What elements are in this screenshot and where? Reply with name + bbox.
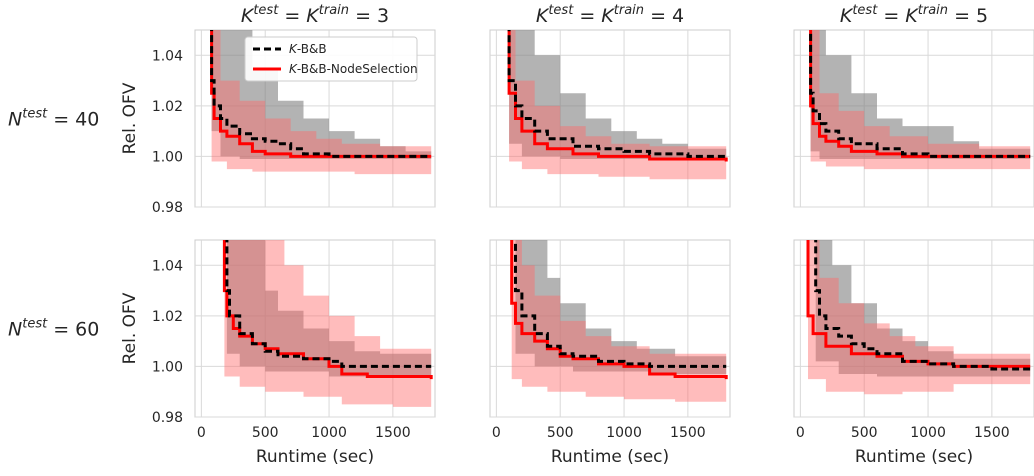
line-kbb [809, 30, 1031, 158]
row-label-part: = 60 [47, 319, 99, 341]
panel-r0-c2 [793, 29, 1034, 208]
column-titles: Ktest = Ktrain = 3 Ktest = Ktrain = 4 Ktes… [241, 3, 988, 27]
legend-label-part: -B&B [297, 42, 327, 56]
line-kbb-nodeselection [507, 30, 728, 162]
y-tick-label: 0.98 [152, 410, 183, 426]
title-part: K [840, 5, 854, 27]
x-tick-label: 1500 [375, 425, 411, 441]
legend-label-part: -B&B-NodeSelection [297, 62, 418, 76]
row-label-sup: test [22, 107, 48, 122]
y-tick-label: 1.00 [152, 359, 183, 375]
title-sup: test [548, 3, 574, 18]
line-kbb-nodeselection [222, 240, 433, 380]
band-kbb [506, 30, 727, 162]
y-tick-label: 1.02 [152, 309, 183, 325]
legend-label-part: K [289, 62, 298, 76]
x-tick-label: 500 [252, 425, 279, 441]
series-group [805, 240, 1031, 395]
series-group [509, 240, 728, 402]
band-kbb [814, 240, 1031, 377]
y-axis-label: Rel. OFV [120, 82, 140, 154]
title-part: = 4 [644, 5, 684, 27]
x-tick-label: 0 [492, 425, 501, 441]
title-part: = K [573, 5, 615, 27]
column-title-3: Ktest = Ktrain = 5 [840, 3, 988, 27]
y-axis-label: Rel. OFV [120, 292, 140, 364]
band-kbb [511, 240, 727, 374]
row-label-sup: test [22, 317, 48, 332]
title-part: = 5 [948, 5, 988, 27]
panel-r0-c1 [489, 29, 731, 208]
legend: K-B&BK-B&B-NodeSelection [244, 36, 418, 82]
title-sup: train [614, 3, 644, 18]
title-sup: train [319, 3, 349, 18]
x-tick-label: 0 [796, 425, 805, 441]
band-kbb-nodeselection [509, 240, 727, 402]
panel-r0-c0: 0.98 1.00 1.02 1.04 Rel. OFV [120, 29, 436, 216]
band-kbb [806, 30, 1031, 159]
line-kbb [514, 240, 727, 368]
legend-label-kbb-nodeselection: K-B&B-NodeSelection [289, 62, 418, 76]
legend-label-part: K [289, 42, 298, 56]
title-sup: test [253, 3, 279, 18]
row-label-part: N [8, 319, 22, 341]
series-group [209, 30, 432, 177]
x-tick-label: 1000 [311, 425, 347, 441]
x-tick-label: 1000 [910, 425, 946, 441]
series-group [221, 240, 433, 410]
y-tick-label: 1.02 [152, 99, 183, 115]
y-tick-label: 1.04 [152, 258, 183, 274]
series-group [506, 30, 728, 182]
column-title-2: Ktest = Ktrain = 4 [536, 3, 684, 27]
x-tick-label: 1500 [670, 425, 706, 441]
title-part: = 3 [349, 5, 389, 27]
row-label-1: Ntest = 40 [8, 107, 99, 131]
y-tick-label: 0.98 [152, 200, 183, 216]
x-axis-label: Runtime (sec) [256, 447, 374, 467]
row-label-2: Ntest = 60 [8, 317, 99, 341]
band-kbb-nodeselection [806, 30, 1031, 170]
title-part: K [241, 5, 255, 27]
line-kbb [814, 240, 1031, 371]
row-label-part: N [8, 109, 22, 131]
band-kbb [209, 30, 432, 159]
x-tick-label: 500 [547, 425, 574, 441]
column-title-1: Ktest = Ktrain = 3 [241, 3, 389, 27]
series-group [806, 30, 1031, 170]
line-kbb-nodeselection [510, 240, 728, 380]
x-tick-label: 1000 [606, 425, 642, 441]
band-kbb-nodeselection [221, 240, 432, 410]
band-kbb [225, 240, 432, 377]
x-tick-label: 500 [851, 425, 878, 441]
row-label-part: = 40 [47, 109, 99, 131]
line-kbb [210, 30, 432, 158]
title-part: = K [877, 5, 919, 27]
x-tick-label: 1500 [974, 425, 1010, 441]
x-axis-label: Runtime (sec) [855, 447, 973, 467]
x-axis-label: Runtime (sec) [551, 447, 669, 467]
y-tick-label: 1.00 [152, 149, 183, 165]
line-kbb-nodeselection [809, 30, 1031, 158]
title-part: K [536, 5, 550, 27]
line-kbb [507, 30, 727, 158]
band-kbb-nodeselection [805, 240, 1031, 395]
legend-box [244, 36, 418, 82]
title-part: = K [278, 5, 320, 27]
x-tick-label: 0 [197, 425, 206, 441]
y-tick-label: 1.04 [152, 48, 183, 64]
band-kbb-nodeselection [506, 30, 727, 182]
title-sup: train [918, 3, 948, 18]
legend-label-kbb: K-B&B [289, 42, 327, 56]
title-sup: test [852, 3, 878, 18]
